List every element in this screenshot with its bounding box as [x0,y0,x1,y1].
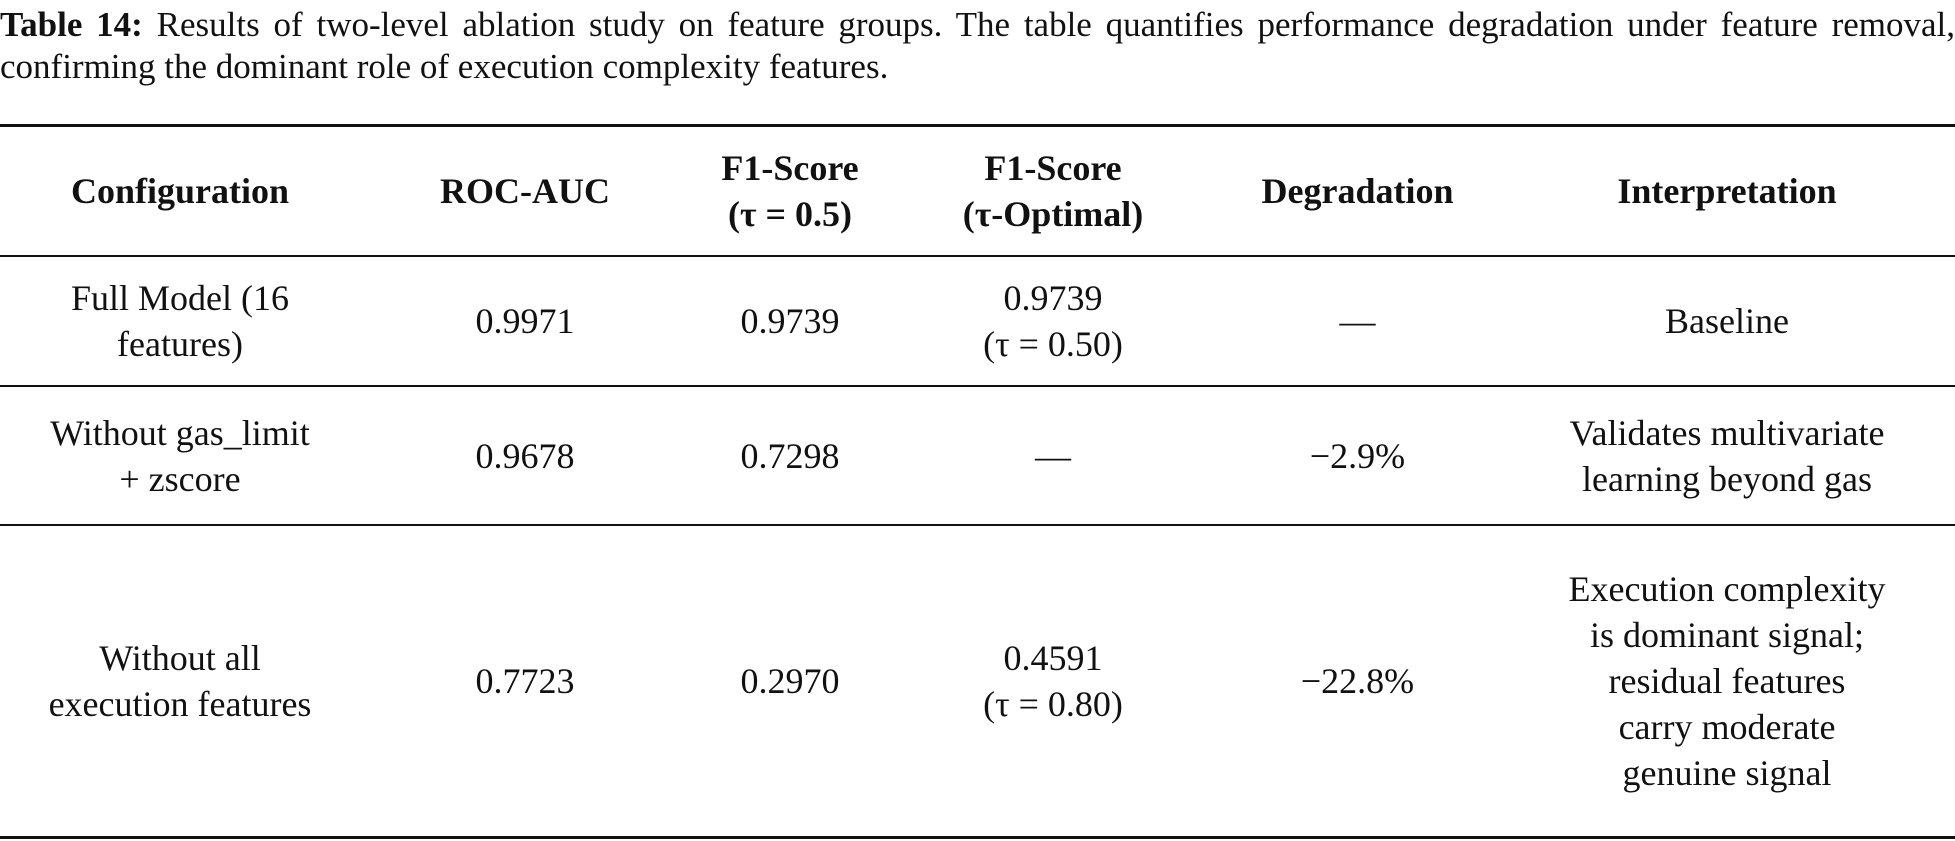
cell-text: Without all [99,638,261,678]
cell-interpretation: Baseline [1499,256,1955,386]
cell-text: execution features [48,684,312,724]
cell-text: (τ = 0.80) [983,684,1123,724]
cell-f1-default: 0.7298 [740,435,840,476]
table-row: Without all execution features 0.7723 0.… [0,525,1955,838]
cell-text: learning beyond gas [1582,458,1872,499]
cell-text: Validates multivariate [1569,412,1885,453]
header-f1-optimal: F1-Score (τ-Optimal) [890,126,1216,257]
cell-f1-optimal: 0.4591 (τ = 0.80) [890,525,1216,838]
cell-text: features) [117,324,243,364]
cell-text: 0.9739 [1003,278,1103,318]
cell-degradation: −22.8% [1300,661,1415,701]
cell-interpretation: Validates multivariate learning beyond g… [1499,386,1955,525]
header-f1-default-line1: F1-Score [721,148,859,188]
cell-text: residual features [1608,661,1846,701]
cell-text: — [1035,435,1071,476]
caption-label: Table 14: [0,5,143,44]
header-configuration: Configuration [70,171,290,211]
cell-f1-optimal: 0.9739 (τ = 0.50) [890,256,1216,386]
cell-text: Without gas_limit [50,412,310,453]
header-roc-auc: ROC-AUC [440,171,610,211]
caption-text: Results of two-level ablation study on f… [0,5,1955,86]
cell-configuration: Without all execution features [0,525,360,838]
cell-text: + zscore [119,458,241,499]
cell-interpretation: Execution complexity is dominant signal;… [1499,525,1955,838]
header-f1-default: F1-Score (τ = 0.5) [690,126,890,257]
cell-text: genuine signal [1622,753,1832,793]
header-degradation: Degradation [1261,171,1454,211]
cell-configuration: Full Model (16 features) [0,256,360,386]
cell-f1-optimal: — [890,386,1216,525]
cell-text: Full Model (16 [70,278,289,318]
cell-f1-default: 0.2970 [740,661,840,701]
cell-roc-auc: 0.9678 [475,435,575,476]
table-header-row: Configuration ROC-AUC F1-Score (τ = 0.5)… [0,125,1955,257]
cell-text: is dominant signal; [1590,615,1864,655]
cell-text: carry moderate [1618,707,1836,747]
cell-degradation: −2.9% [1309,435,1406,476]
cell-text: 0.4591 [1003,638,1103,678]
header-f1-default-line2: (τ = 0.5) [727,194,853,234]
cell-f1-default: 0.9739 [740,301,840,341]
cell-configuration: Without gas_limit + zscore [0,386,360,525]
header-interpretation: Interpretation [1617,171,1837,211]
table-row: Full Model (16 features) 0.9971 0.9739 0… [0,256,1955,386]
cell-text: (τ = 0.50) [983,324,1123,364]
ablation-results-table: Configuration ROC-AUC F1-Score (τ = 0.5)… [0,124,1955,839]
cell-roc-auc: 0.7723 [475,661,575,701]
cell-degradation: — [1339,301,1376,341]
table-caption: Table 14: Results of two-level ablation … [0,4,1955,88]
header-f1-optimal-line1: F1-Score [984,148,1122,188]
cell-roc-auc: 0.9971 [475,301,575,341]
cell-text: Execution complexity [1568,569,1886,609]
cell-text: Baseline [1665,301,1789,341]
table-row: Without gas_limit + zscore 0.9678 0.7298… [0,386,1955,525]
header-f1-optimal-line2: (τ-Optimal) [962,194,1144,234]
